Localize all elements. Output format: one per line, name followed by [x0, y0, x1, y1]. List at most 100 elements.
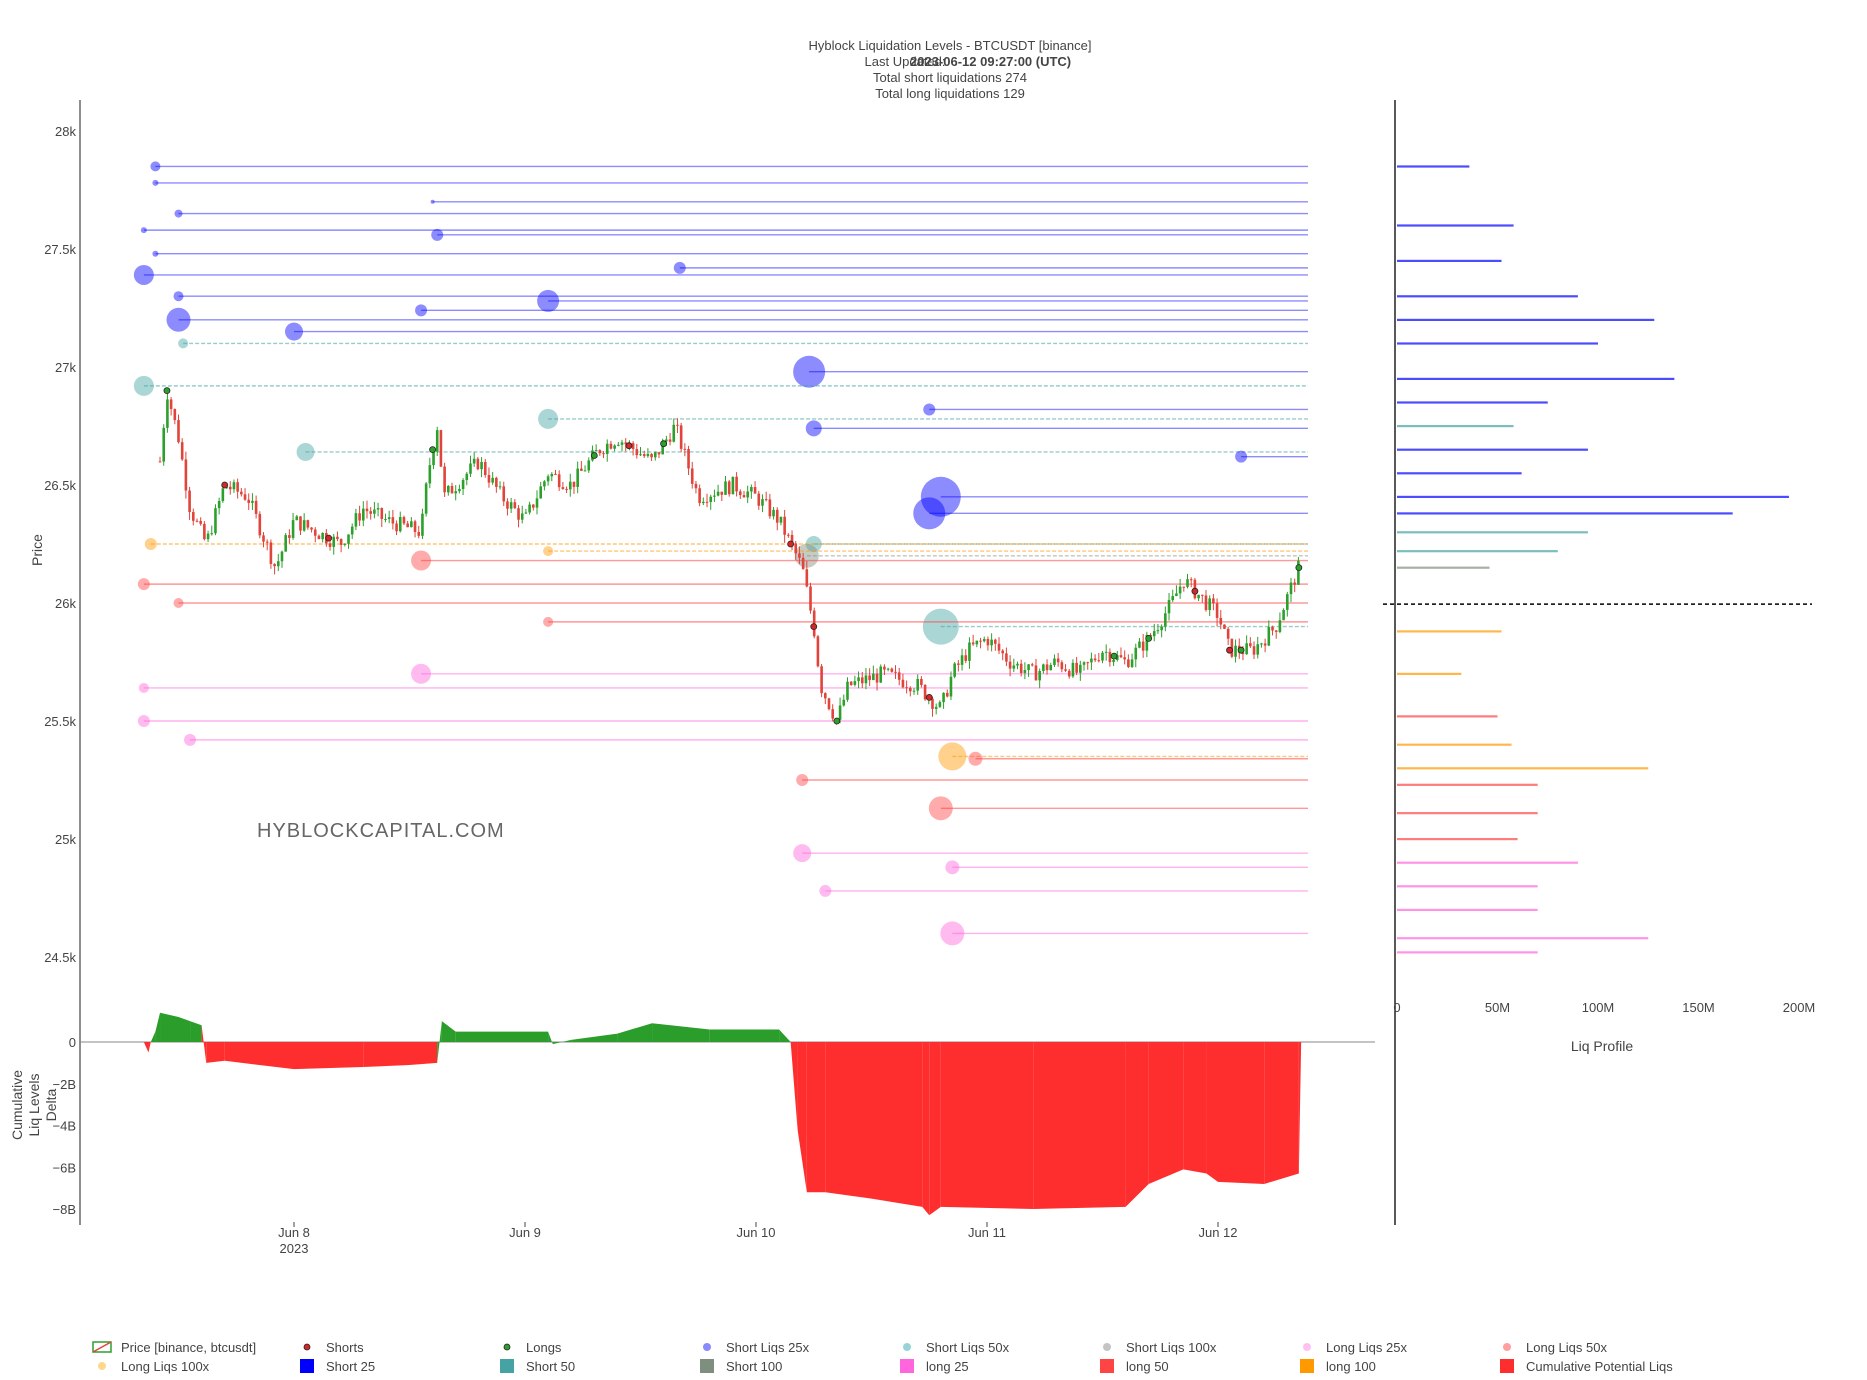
candle-body	[631, 443, 635, 450]
legend-item: Price [binance, btcusdt]	[92, 1340, 256, 1355]
candle-body	[709, 496, 713, 503]
x-tick-label: Jun 12	[1198, 1225, 1237, 1240]
liq-profile-bar	[1397, 495, 1789, 498]
legend-square-icon	[700, 1359, 714, 1373]
long-trade-marker	[163, 387, 171, 395]
candle-body	[498, 486, 502, 488]
long-trade-marker	[590, 452, 598, 459]
candle-body	[203, 523, 206, 540]
chart-title: Hyblock Liquidation Levels - BTCUSDT [bi…	[808, 38, 1091, 53]
liq-level-bubble	[411, 663, 432, 684]
candle-body	[1282, 609, 1285, 621]
candle-body	[550, 473, 554, 477]
candle-body	[690, 468, 694, 484]
liq-level-bubble	[431, 228, 444, 241]
legend-label: long 25	[926, 1359, 969, 1374]
candle-body	[605, 443, 609, 454]
candle-body	[1252, 646, 1256, 655]
candle-body	[273, 563, 276, 567]
short-trade-marker	[810, 623, 818, 630]
candle-body	[875, 673, 879, 683]
candle-body	[1289, 582, 1293, 595]
candle-body	[391, 517, 395, 524]
candle-body	[454, 491, 457, 494]
delta-tick-label: 0	[69, 1035, 76, 1050]
legend-square-icon	[300, 1359, 314, 1373]
liq-profile-bar	[1397, 512, 1733, 515]
candle-body	[362, 508, 365, 521]
legend-circle-icon	[98, 1362, 106, 1370]
candle-body	[1278, 620, 1282, 632]
candle-body	[1082, 662, 1086, 665]
candle-body	[920, 678, 923, 686]
liq-level-bubble	[174, 209, 183, 218]
liq-level-bubble	[137, 578, 150, 591]
legend-circle-icon	[703, 1343, 711, 1351]
candle-body	[524, 512, 528, 514]
legend-label: Short 100	[726, 1359, 782, 1374]
candle-body	[447, 485, 450, 493]
candle-body	[221, 488, 225, 501]
liq-level-bubble	[673, 261, 686, 274]
delta-area-segment	[155, 1012, 161, 1042]
candle-body	[1056, 658, 1060, 663]
liq-levels-layer	[133, 161, 1308, 946]
candle-body	[483, 461, 487, 476]
candle-body	[354, 513, 358, 527]
liq-profile-bar	[1397, 259, 1502, 262]
candle-body	[879, 666, 883, 683]
candle-body	[909, 687, 912, 692]
candle-body	[1042, 664, 1045, 671]
candle-body	[469, 463, 472, 474]
candle-body	[495, 477, 498, 487]
liq-profile-bar	[1397, 401, 1548, 404]
candle-body	[506, 501, 509, 509]
candle-body	[458, 489, 461, 492]
candle-body	[805, 569, 809, 587]
candle-body	[1012, 665, 1016, 669]
trade-marks-layer	[163, 387, 1303, 725]
candle-body	[358, 513, 361, 521]
candle-body	[435, 430, 439, 452]
liq-profile-bar	[1397, 295, 1578, 298]
legend-item: Longs	[503, 1340, 562, 1355]
candle-body	[1019, 663, 1023, 674]
liq-profile-bar	[1397, 937, 1649, 940]
liq-level-bubble	[133, 375, 154, 396]
candle-body	[1034, 665, 1038, 681]
candle-body	[1093, 658, 1097, 661]
candle-body	[232, 482, 236, 490]
candle-body	[254, 500, 258, 514]
short-trade-marker	[325, 534, 333, 542]
delta-area-segment	[806, 1042, 826, 1193]
candle-body	[602, 453, 605, 455]
candle-body	[772, 509, 775, 517]
liq-level-bubble	[140, 227, 147, 234]
candle-body	[1090, 658, 1093, 663]
x-tick-label: Jun 8	[278, 1225, 310, 1240]
candle-body	[838, 705, 842, 720]
candle-body	[1001, 650, 1005, 654]
candle-body	[982, 639, 986, 642]
liq-profile-bar	[1397, 630, 1502, 633]
delta-area-segment	[1125, 1042, 1149, 1207]
candle-body	[683, 448, 687, 450]
liq-level-bubble	[793, 844, 812, 863]
candle-body	[321, 532, 324, 540]
liq-level-bubble	[920, 476, 961, 517]
candle-body	[310, 527, 313, 530]
candle-body	[687, 449, 690, 469]
candle-body	[1263, 643, 1267, 646]
candle-body	[1038, 670, 1041, 681]
legend-label: Price [binance, btcusdt]	[121, 1340, 256, 1355]
candle-body	[1079, 664, 1082, 673]
candle-body	[535, 498, 539, 508]
legend-circle-icon	[1503, 1343, 1511, 1351]
legend-circle-icon	[1103, 1343, 1111, 1351]
candle-body	[1112, 659, 1115, 663]
delta-area-segment	[150, 1031, 156, 1042]
candle-body	[953, 663, 956, 677]
candle-body	[923, 685, 927, 700]
liq-profile-bar	[1397, 812, 1538, 815]
delta-area-segment	[548, 1031, 553, 1045]
